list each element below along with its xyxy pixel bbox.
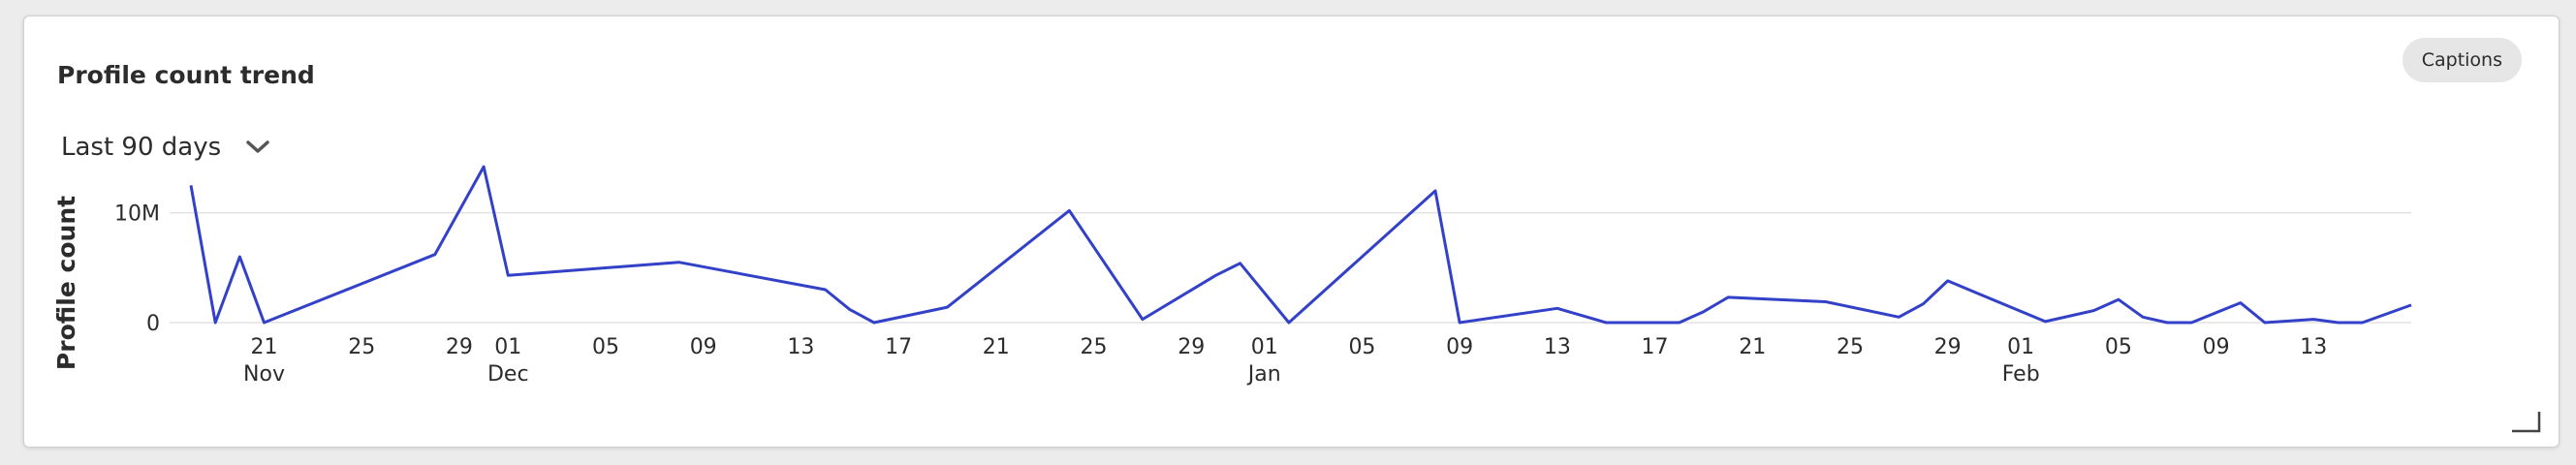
series-line xyxy=(189,165,2412,325)
chevron-down-icon xyxy=(246,140,269,153)
y-axis-label: Profile count xyxy=(52,196,80,370)
date-range-label: Last 90 days xyxy=(61,133,222,162)
y-tick-label: 10M xyxy=(114,202,160,227)
x-tick-label: 01 xyxy=(2007,335,2034,359)
y-tick-label: 0 xyxy=(146,312,160,336)
x-tick-month-label: Feb xyxy=(2002,362,2040,387)
x-tick-label: 29 xyxy=(1178,335,1205,359)
profile-count-card: 0 10M 21 Nov 25 29 01 Dec 05 09 13 17 21 25 29 01 Jan 05… xyxy=(23,16,2560,448)
x-tick-label: 09 xyxy=(690,335,717,359)
x-tick-label: 09 xyxy=(1446,335,1473,359)
x-tick-label: 01 xyxy=(1251,335,1278,359)
x-tick-label: 25 xyxy=(1081,335,1108,359)
profile-count-chart: 0 10M 21 Nov 25 29 01 Dec 05 09 13 17 21 25 29 01 Jan 05… xyxy=(52,165,2412,387)
date-range-dropdown[interactable]: Last 90 days xyxy=(61,133,271,162)
x-tick-label: 13 xyxy=(1544,335,1571,359)
y-ticks: 0 10M xyxy=(114,202,160,336)
x-tick-label: 21 xyxy=(251,335,278,359)
x-tick-month-label: Jan xyxy=(1246,362,1281,387)
x-tick-label: 13 xyxy=(787,335,814,359)
x-tick-month-label: Dec xyxy=(487,362,529,387)
x-tick-label: 05 xyxy=(2105,335,2132,359)
x-tick-label: 25 xyxy=(1837,335,1864,359)
x-tick-label: 25 xyxy=(348,335,375,359)
x-tick-label: 17 xyxy=(1642,335,1669,359)
x-tick-label: 01 xyxy=(494,335,521,359)
x-tick-month-label: Nov xyxy=(243,362,285,387)
x-tick-label: 13 xyxy=(2300,335,2327,359)
captions-button[interactable]: Captions xyxy=(2402,38,2522,82)
x-tick-label: 09 xyxy=(2203,335,2230,359)
x-tick-label: 29 xyxy=(1934,335,1962,359)
x-tick-label: 05 xyxy=(1348,335,1375,359)
resize-handle-icon[interactable] xyxy=(2512,412,2541,433)
captions-button-label: Captions xyxy=(2421,49,2502,71)
x-tick-label: 21 xyxy=(983,335,1010,359)
x-ticks: 21 Nov 25 29 01 Dec 05 09 13 17 21 25 29 01 Jan 05 09 13 1… xyxy=(243,335,2327,387)
x-tick-label: 21 xyxy=(1739,335,1766,359)
x-tick-label: 17 xyxy=(885,335,912,359)
x-tick-label: 05 xyxy=(592,335,619,359)
x-tick-label: 29 xyxy=(446,335,473,359)
card-title: Profile count trend xyxy=(57,61,315,89)
